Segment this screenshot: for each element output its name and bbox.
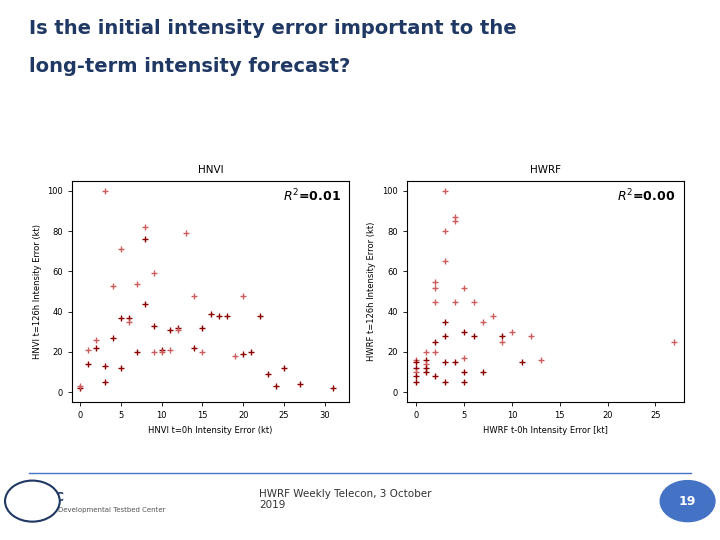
Circle shape: [5, 481, 60, 522]
X-axis label: HNVI t=0h Intensity Error (kt): HNVI t=0h Intensity Error (kt): [148, 426, 273, 435]
Y-axis label: HWRF t=126h Intensity Error (kt): HWRF t=126h Intensity Error (kt): [367, 222, 377, 361]
Text: $R^2$=0.01: $R^2$=0.01: [283, 187, 341, 204]
Y-axis label: HNVI t=126h Intensity Error (kt): HNVI t=126h Intensity Error (kt): [32, 224, 42, 359]
Text: $R^2$=0.00: $R^2$=0.00: [618, 187, 675, 204]
X-axis label: HWRF t-0h Intensity Error [kt]: HWRF t-0h Intensity Error [kt]: [483, 426, 608, 435]
Text: HWRF Weekly Telecon, 3 October
2019: HWRF Weekly Telecon, 3 October 2019: [259, 489, 432, 510]
Circle shape: [660, 481, 715, 522]
Title: HWRF: HWRF: [530, 165, 561, 174]
Text: long-term intensity forecast?: long-term intensity forecast?: [29, 57, 350, 76]
Text: Is the initial intensity error important to the: Is the initial intensity error important…: [29, 19, 516, 38]
Text: 19: 19: [679, 495, 696, 508]
Text: Developmental Testbed Center: Developmental Testbed Center: [58, 507, 166, 514]
Text: DTC: DTC: [37, 491, 64, 504]
Title: HNVI: HNVI: [198, 165, 223, 174]
